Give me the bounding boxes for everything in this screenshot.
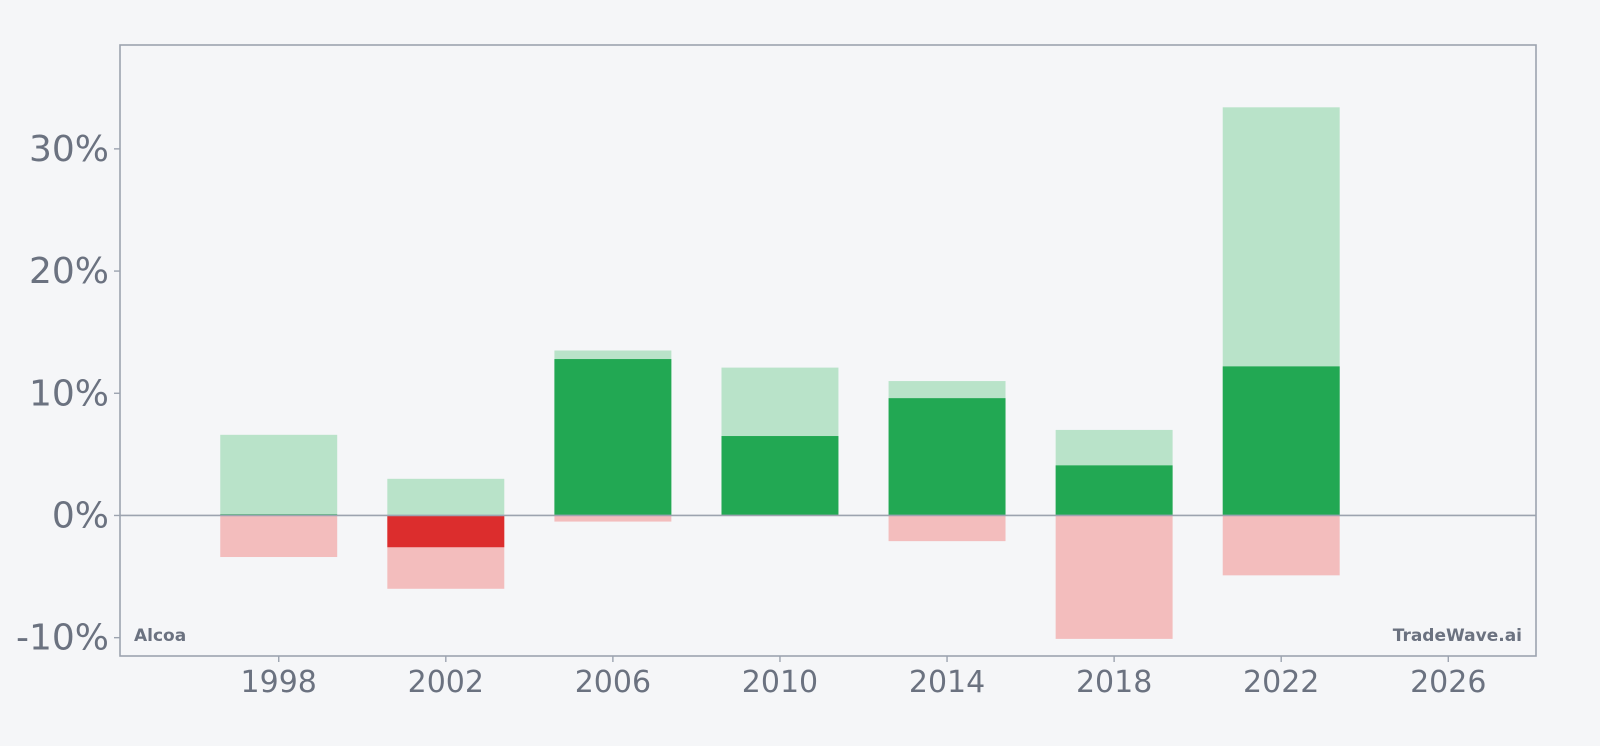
x-axis: 1998 2002 2006 2010 2014 2018 2022 2026 <box>241 656 1486 700</box>
bar-range-high <box>220 434 338 516</box>
bar-range-low <box>1055 515 1173 639</box>
bar-range-low <box>554 515 672 522</box>
bar-range-high <box>387 478 505 516</box>
x-tick-label: 2010 <box>742 665 818 700</box>
bar-range-low <box>1222 515 1340 576</box>
y-tick-label: -10% <box>16 618 109 659</box>
x-tick-label: 2002 <box>408 665 484 700</box>
bar-main <box>1222 366 1340 516</box>
x-tick-label: 2014 <box>909 665 985 700</box>
bar-main <box>1055 465 1173 516</box>
x-tick-label: 2018 <box>1076 665 1152 700</box>
x-tick-label: 1998 <box>241 665 317 700</box>
bar-main <box>721 436 839 516</box>
y-tick-label: 0% <box>52 495 109 536</box>
bar-main <box>554 359 672 516</box>
bar-main <box>387 515 505 548</box>
y-tick-label: 30% <box>29 129 109 170</box>
y-tick-label: 20% <box>29 251 109 292</box>
y-axis: -10% 0% 10% 20% 30% <box>16 129 120 659</box>
watermark-label: TradeWave.ai <box>1393 626 1522 646</box>
bar-range-low <box>888 515 1006 542</box>
bar-main <box>888 398 1006 516</box>
bar-range-low <box>220 515 338 558</box>
x-tick-label: 2026 <box>1410 665 1486 700</box>
bars-layer <box>220 107 1340 639</box>
x-tick-label: 2022 <box>1243 665 1319 700</box>
company-label: Alcoa <box>134 626 186 646</box>
plot-frame <box>119 44 1537 657</box>
y-tick-label: 10% <box>29 373 109 414</box>
x-tick-label: 2006 <box>575 665 651 700</box>
